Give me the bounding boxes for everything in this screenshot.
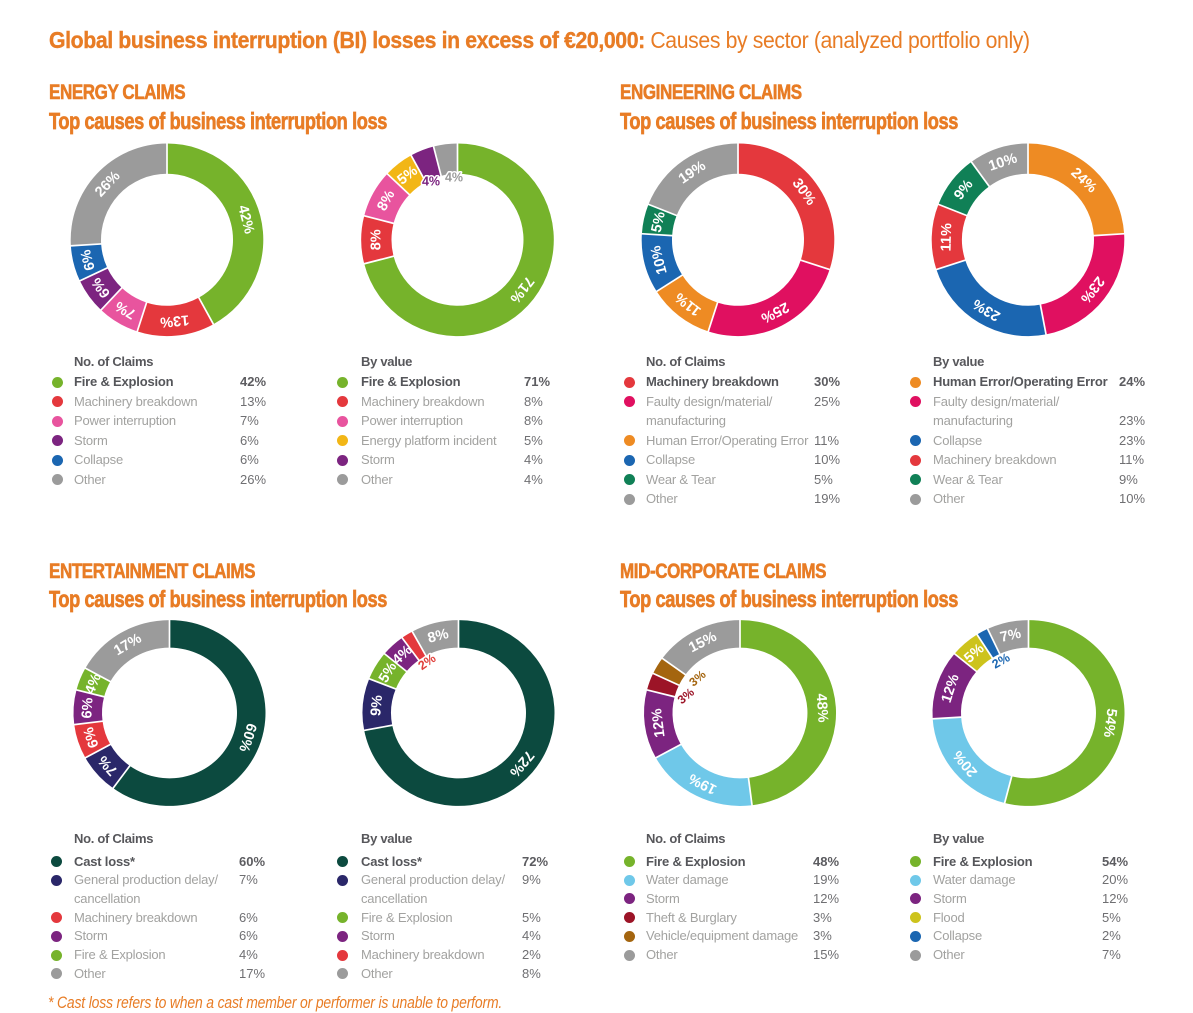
svg-text:48%: 48% [813, 693, 831, 723]
svg-text:6%: 6% [78, 248, 99, 272]
svg-text:8%: 8% [426, 626, 450, 647]
svg-text:4%: 4% [82, 671, 105, 696]
svg-text:7%: 7% [999, 626, 1023, 646]
svg-text:8%: 8% [368, 229, 384, 250]
svg-text:9%: 9% [368, 694, 386, 716]
svg-text:54%: 54% [1100, 708, 1120, 739]
svg-text:11%: 11% [938, 223, 955, 252]
svg-text:6%: 6% [81, 725, 103, 750]
svg-text:4%: 4% [445, 171, 463, 185]
svg-text:13%: 13% [159, 311, 190, 330]
svg-text:3%: 3% [686, 667, 709, 689]
svg-text:10%: 10% [648, 244, 671, 276]
svg-text:42%: 42% [234, 204, 257, 236]
svg-text:6%: 6% [79, 697, 96, 719]
svg-text:5%: 5% [649, 210, 669, 234]
svg-text:12%: 12% [649, 707, 669, 738]
svg-text:4%: 4% [422, 175, 440, 189]
